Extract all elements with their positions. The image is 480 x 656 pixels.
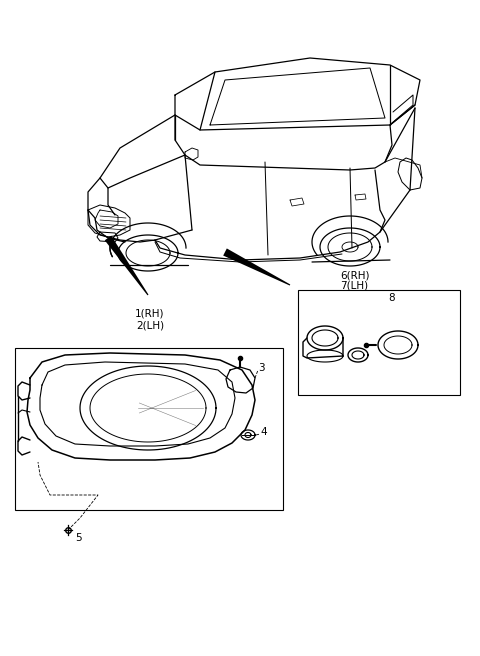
Text: 5: 5 [75,533,82,543]
Bar [15,348,283,510]
Text: 3: 3 [258,363,264,373]
Polygon shape [105,236,148,295]
Text: 4: 4 [260,427,266,437]
Text: 8: 8 [388,293,395,303]
Polygon shape [223,249,290,285]
Text: 7(LH): 7(LH) [340,280,368,290]
Text: 6(RH): 6(RH) [340,270,370,280]
Text: 2(LH): 2(LH) [136,320,164,330]
Bar [298,290,460,395]
Text: 1(RH): 1(RH) [135,308,165,318]
